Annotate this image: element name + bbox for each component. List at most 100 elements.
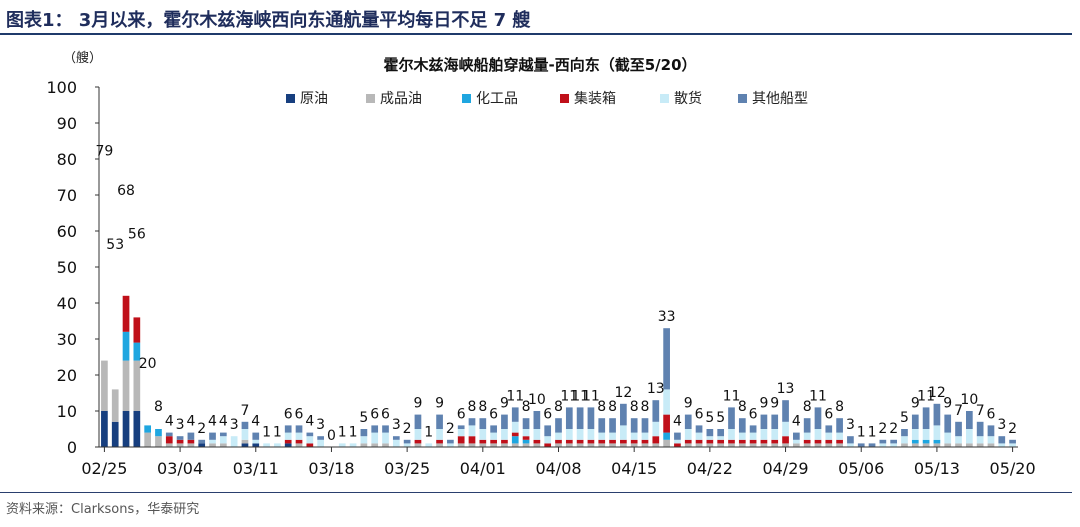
source-note: 资料来源：Clarksons，华泰研究 [6,502,200,517]
bar-segment [457,436,465,444]
value-label: 2 [1008,421,1017,437]
bar-segment [598,432,606,440]
bar-segment [209,443,216,447]
bar-segment [522,443,530,447]
bar-segment [803,439,811,444]
bar-segment [122,295,130,332]
bar-segment [911,414,919,429]
bar-segment [674,432,681,440]
chart: 霍尔木兹海峡船舶穿越量-西向东（截至5/20） （艘） 原油 成品油 化工品 集装箱 散… [46,50,1036,478]
bar-segment [911,439,919,444]
value-label: 5 [900,410,909,426]
bar-segment [165,436,173,444]
bar-segment [609,432,616,440]
bar-segment [144,432,151,447]
bar-segment [490,425,497,433]
value-label: 8 [468,399,477,415]
value-label: 1 [338,424,347,440]
bar-segment [252,432,260,440]
value-label: 11 [723,388,741,404]
bar-segment [187,443,195,447]
bar-segment [836,443,843,447]
bar-segment [684,439,692,444]
bar-segment [652,443,660,447]
bar-segment [187,439,195,444]
bar-segment [555,439,562,444]
value-label: 2 [446,421,455,437]
y-tick-label: 20 [57,366,77,385]
bar-segment [263,443,270,447]
bar-segment [695,425,703,433]
bar-segment [501,439,508,444]
bar-segment [771,439,779,444]
value-label: 7 [954,403,963,419]
bar-segment [111,421,119,447]
legend-label: 集装箱 [574,90,616,107]
value-label: 6 [749,406,758,422]
bar-segment [587,439,595,444]
bar-segment [252,439,260,444]
x-tick-label: 04/22 [687,459,733,478]
bar-segment [295,439,303,444]
value-label: 3 [316,417,325,433]
bar-segment [684,429,692,440]
bar-segment [403,443,411,447]
bar-segment [414,414,422,429]
value-label: 8 [608,399,617,415]
value-label: 9 [500,396,509,412]
value-label: 68 [117,183,135,199]
value-label: 5 [705,410,714,426]
bar-segment [457,443,465,447]
value-label: 33 [658,309,676,325]
bar-segment [911,429,919,440]
bar-segment [955,421,962,437]
bar-segment [879,443,887,447]
x-tick-label: 02/25 [81,459,127,478]
bar-segment [933,403,941,426]
bar-segment [447,443,454,447]
bar-segment [122,331,130,361]
bar-segment [641,418,649,433]
bar-segment [987,436,995,444]
bar-segment [101,360,108,411]
bar-segment [436,443,443,447]
x-tick-label: 04/29 [762,459,808,478]
value-label: 1 [273,424,282,440]
value-label: 11 [560,388,578,404]
value-label: 6 [381,406,390,422]
value-label: 10 [528,392,546,408]
bar-segment [663,389,670,415]
legend: 原油 成品油 化工品 集装箱 散货 其他船型 [286,90,808,107]
bar-segment [749,439,757,444]
bar-segment [511,443,519,447]
bar-segment [144,425,151,433]
bar-segment [295,432,303,440]
bar-segment [976,443,984,447]
value-label: 2 [878,421,887,437]
bar-segment [468,436,476,444]
bar-segment [825,439,833,444]
bar-segment [641,439,649,444]
value-label: 4 [219,414,228,430]
bar-segment [760,439,768,444]
legend-label: 散货 [674,90,702,107]
bar-segment [987,425,995,437]
value-label: 3 [846,417,855,433]
x-axis: 02/25 03/04 03/11 03/18 03/25 04/01 04/08 04/15… [81,446,1036,478]
value-label: 4 [673,414,682,430]
bar-segment [814,443,822,447]
bar-segment [165,443,173,447]
bar-segment [501,414,508,429]
bar-segment [501,429,508,440]
bar-segment [209,439,216,444]
bar-segment [1009,439,1016,444]
y-tick-label: 50 [57,258,77,277]
bar-segment [728,429,735,440]
bar-segment [944,443,952,447]
bar-segment [382,443,389,447]
bar-segment [555,443,562,447]
bar-segment [587,407,595,429]
bar-segment [533,443,541,447]
title-divider [0,33,1072,35]
bar-segment [706,443,714,447]
